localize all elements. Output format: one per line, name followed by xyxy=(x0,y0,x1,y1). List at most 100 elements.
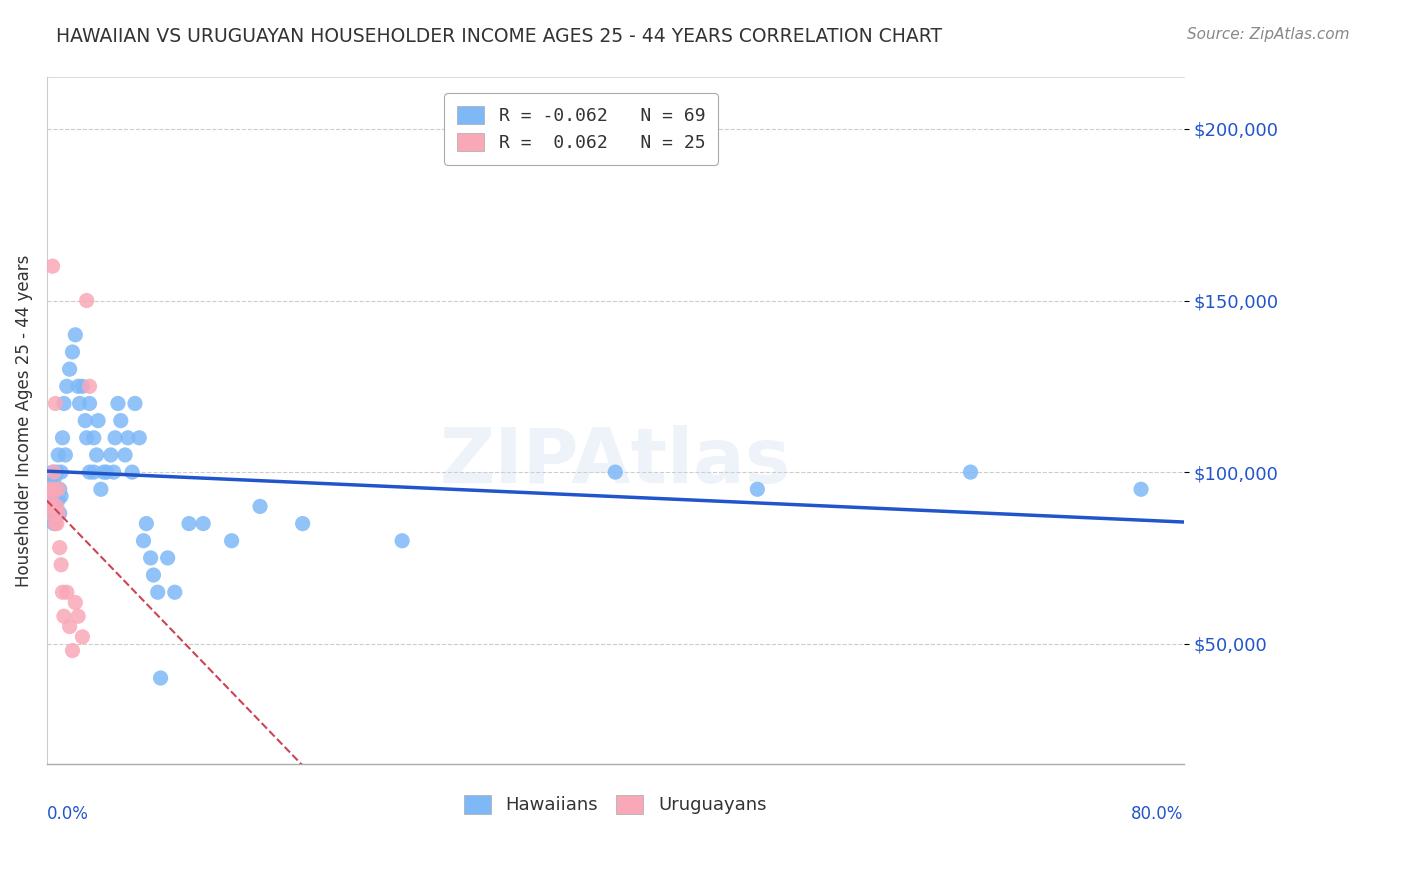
Point xyxy=(49,465,72,479)
Point xyxy=(96,465,118,479)
Point xyxy=(59,362,82,376)
Point xyxy=(48,541,70,555)
Point xyxy=(104,431,127,445)
Point xyxy=(51,585,73,599)
Point xyxy=(69,396,91,410)
Point xyxy=(62,643,84,657)
Text: ZIPAtlas: ZIPAtlas xyxy=(440,425,792,499)
Point xyxy=(103,465,125,479)
Point xyxy=(45,506,67,520)
Point xyxy=(46,483,69,497)
Point xyxy=(48,483,70,497)
Text: 0.0%: 0.0% xyxy=(46,805,89,823)
Point xyxy=(44,500,66,514)
Point xyxy=(42,483,65,497)
Point xyxy=(156,550,179,565)
Point xyxy=(46,492,69,507)
Point xyxy=(76,293,98,308)
Point xyxy=(83,465,105,479)
Point xyxy=(177,516,200,531)
Point xyxy=(128,431,150,445)
Point xyxy=(83,431,105,445)
Point xyxy=(72,379,94,393)
Point xyxy=(121,465,143,479)
Point xyxy=(44,516,66,531)
Point xyxy=(90,483,112,497)
Point xyxy=(87,414,110,428)
Point xyxy=(79,379,101,393)
Point xyxy=(86,448,108,462)
Point xyxy=(142,568,165,582)
Point xyxy=(117,431,139,445)
Point xyxy=(49,489,72,503)
Point xyxy=(48,506,70,520)
Point xyxy=(114,448,136,462)
Point xyxy=(38,500,60,514)
Point xyxy=(44,396,66,410)
Point xyxy=(39,492,62,507)
Point xyxy=(55,585,77,599)
Point xyxy=(79,396,101,410)
Point xyxy=(51,431,73,445)
Point xyxy=(39,475,62,490)
Point xyxy=(53,448,76,462)
Point xyxy=(45,516,67,531)
Point xyxy=(93,465,115,479)
Point xyxy=(221,533,243,548)
Text: HAWAIIAN VS URUGUAYAN HOUSEHOLDER INCOME AGES 25 - 44 YEARS CORRELATION CHART: HAWAIIAN VS URUGUAYAN HOUSEHOLDER INCOME… xyxy=(56,27,942,45)
Point xyxy=(49,558,72,572)
Legend: Hawaiians, Uruguayans: Hawaiians, Uruguayans xyxy=(456,786,776,823)
Point xyxy=(65,595,87,609)
Point xyxy=(139,550,162,565)
Point xyxy=(45,465,67,479)
Point xyxy=(79,465,101,479)
Text: 80.0%: 80.0% xyxy=(1132,805,1184,823)
Point xyxy=(149,671,172,685)
Point xyxy=(41,483,63,497)
Point xyxy=(44,509,66,524)
Point xyxy=(132,533,155,548)
Point xyxy=(59,619,82,633)
Point xyxy=(76,431,98,445)
Point xyxy=(65,327,87,342)
Point xyxy=(67,379,90,393)
Point xyxy=(391,533,413,548)
Point xyxy=(42,465,65,479)
Point xyxy=(959,465,981,479)
Point xyxy=(46,506,69,520)
Point xyxy=(107,396,129,410)
Point xyxy=(62,345,84,359)
Text: Source: ZipAtlas.com: Source: ZipAtlas.com xyxy=(1187,27,1350,42)
Point xyxy=(193,516,215,531)
Point xyxy=(1130,483,1153,497)
Point xyxy=(42,472,65,486)
Point xyxy=(163,585,186,599)
Point xyxy=(100,448,122,462)
Point xyxy=(110,414,132,428)
Point xyxy=(67,609,90,624)
Point xyxy=(52,396,75,410)
Point xyxy=(124,396,146,410)
Point xyxy=(52,609,75,624)
Point xyxy=(39,506,62,520)
Point xyxy=(41,465,63,479)
Point xyxy=(37,483,59,497)
Point xyxy=(249,500,271,514)
Point xyxy=(42,489,65,503)
Point xyxy=(747,483,769,497)
Point xyxy=(44,483,66,497)
Point xyxy=(46,448,69,462)
Point xyxy=(42,516,65,531)
Point xyxy=(72,630,94,644)
Point xyxy=(605,465,627,479)
Point xyxy=(135,516,157,531)
Point xyxy=(291,516,314,531)
Point xyxy=(55,379,77,393)
Point xyxy=(75,414,97,428)
Point xyxy=(45,500,67,514)
Point xyxy=(39,506,62,520)
Y-axis label: Householder Income Ages 25 - 44 years: Householder Income Ages 25 - 44 years xyxy=(15,254,32,587)
Point xyxy=(37,483,59,497)
Point xyxy=(41,259,63,273)
Point xyxy=(38,492,60,507)
